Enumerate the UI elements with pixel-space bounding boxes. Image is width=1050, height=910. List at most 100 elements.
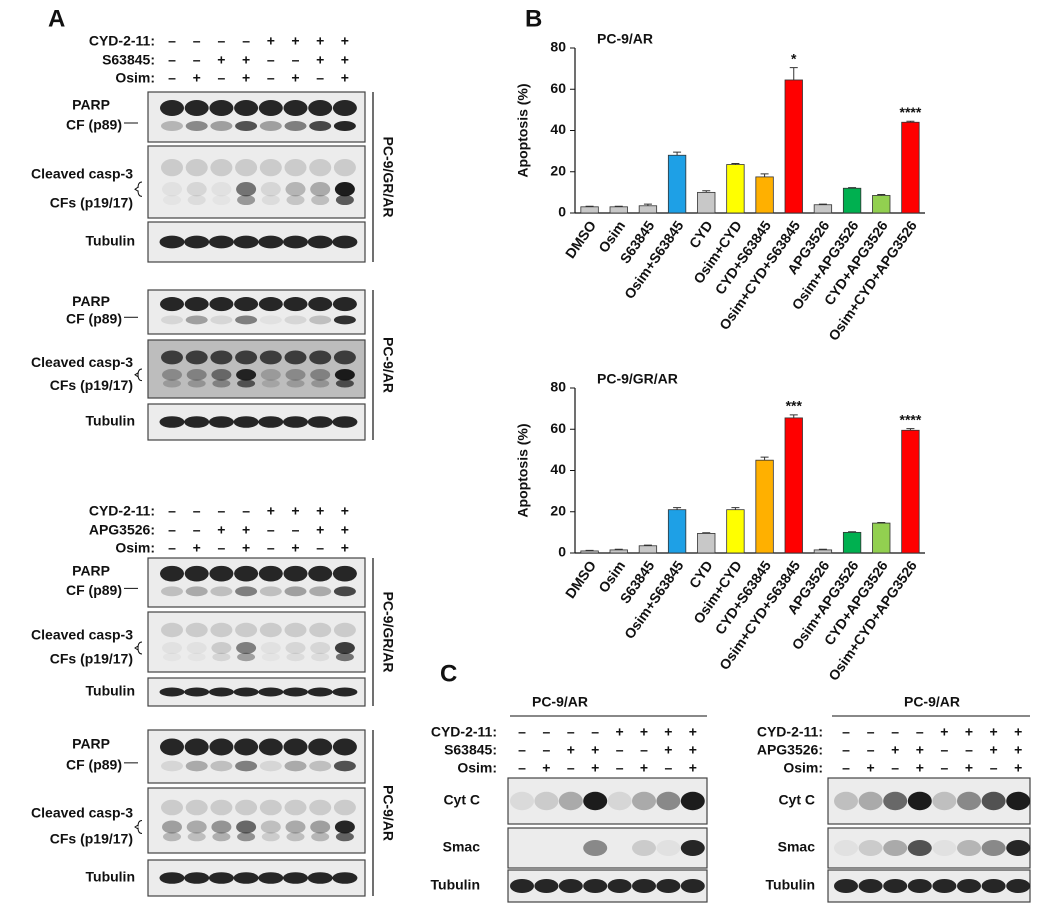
blot-band bbox=[284, 158, 307, 177]
treatment-sign: + bbox=[689, 724, 697, 740]
treatment-sign: + bbox=[242, 522, 250, 538]
treatment-sign: + bbox=[664, 724, 672, 740]
bar bbox=[813, 549, 833, 554]
blot-band bbox=[261, 194, 280, 206]
blot-band bbox=[335, 379, 354, 388]
blot-band bbox=[283, 565, 308, 582]
significance-label: * bbox=[791, 50, 797, 66]
treatment-label: Osim: bbox=[115, 540, 155, 556]
treatment-sign: – bbox=[518, 742, 526, 758]
error-bar bbox=[818, 548, 827, 550]
blot-band bbox=[283, 235, 308, 249]
blot-band bbox=[258, 297, 283, 312]
blot-band bbox=[334, 182, 355, 197]
blot-band bbox=[258, 416, 284, 428]
blot-band bbox=[211, 369, 232, 381]
treatment-sign: – bbox=[867, 742, 875, 758]
blot-band bbox=[208, 872, 234, 884]
blot-band bbox=[311, 379, 330, 388]
blot-band bbox=[262, 653, 280, 661]
treatment-label: S63845: bbox=[444, 742, 497, 758]
blot-band bbox=[234, 297, 259, 312]
treatment-sign: – bbox=[267, 522, 275, 538]
blot-band bbox=[161, 350, 183, 365]
blot-band bbox=[259, 350, 282, 365]
blot-band bbox=[1006, 840, 1031, 856]
treatment-sign: + bbox=[916, 742, 924, 758]
bar bbox=[901, 429, 920, 554]
bar bbox=[609, 206, 628, 214]
blot-band bbox=[332, 235, 358, 249]
blot-band bbox=[209, 565, 234, 582]
blot-box bbox=[507, 777, 708, 825]
treatment-sign: + bbox=[664, 742, 672, 758]
treatment-sign: + bbox=[242, 540, 250, 556]
panel-label: C bbox=[440, 660, 457, 687]
error-bar bbox=[789, 67, 798, 80]
blot-band bbox=[212, 195, 230, 205]
blot-band bbox=[932, 791, 957, 811]
blot-band bbox=[258, 687, 284, 697]
blot-band bbox=[161, 622, 183, 638]
blot-label: PARP bbox=[72, 293, 110, 309]
blot-label: PARP bbox=[72, 562, 110, 578]
blot-band bbox=[235, 158, 258, 177]
blot-label: CF (p89) bbox=[66, 757, 122, 773]
blot-band bbox=[308, 738, 333, 756]
error-bar bbox=[643, 203, 652, 206]
blot-band bbox=[210, 760, 233, 772]
treatment-sign: + bbox=[940, 724, 948, 740]
treatment-label: APG3526: bbox=[757, 742, 823, 758]
blot-label: Cleaved casp-3 bbox=[31, 166, 133, 182]
error-bar bbox=[848, 187, 857, 189]
blot-band bbox=[186, 182, 207, 197]
blot-band bbox=[333, 622, 356, 638]
blot-band bbox=[161, 799, 183, 816]
blot-band bbox=[285, 642, 306, 654]
blot-label: CF (p89) bbox=[66, 582, 122, 598]
treatment-sign: – bbox=[990, 760, 998, 776]
x-tick-label: DMSO bbox=[562, 558, 599, 602]
blot-band bbox=[236, 642, 257, 654]
treatment-sign: – bbox=[316, 540, 324, 556]
blot-band bbox=[258, 738, 283, 756]
blot-band bbox=[558, 791, 583, 811]
blot-band bbox=[163, 653, 181, 661]
blot-band bbox=[680, 878, 705, 894]
blot-band bbox=[309, 622, 332, 638]
treatment-sign: – bbox=[242, 33, 250, 49]
x-tick-label: DMSO bbox=[562, 218, 599, 262]
y-tick-label: 40 bbox=[550, 121, 566, 137]
y-tick-label: 20 bbox=[550, 162, 566, 178]
treatment-label: CYD-2-11: bbox=[431, 724, 497, 740]
error-bar bbox=[585, 205, 594, 207]
bar bbox=[580, 550, 599, 554]
blot-band bbox=[332, 100, 357, 116]
blot-band bbox=[208, 687, 234, 697]
blot-band bbox=[309, 121, 332, 131]
y-tick-label: 80 bbox=[550, 39, 566, 55]
blot-title: PC-9/AR bbox=[904, 694, 960, 710]
blot-band bbox=[162, 369, 182, 381]
blot-box bbox=[147, 91, 366, 143]
treatment-sign: – bbox=[518, 760, 526, 776]
bar bbox=[784, 79, 803, 214]
blot-band bbox=[510, 791, 534, 811]
blot-band bbox=[558, 878, 583, 894]
brace bbox=[134, 641, 143, 655]
blot-band bbox=[235, 315, 258, 325]
blot-band bbox=[258, 235, 284, 249]
treatment-sign: – bbox=[267, 540, 275, 556]
blot-band bbox=[188, 653, 206, 661]
blot-band bbox=[981, 878, 1006, 894]
panel-label: B bbox=[525, 5, 542, 32]
blot-label: CF (p89) bbox=[66, 311, 122, 327]
error-bar bbox=[877, 193, 886, 196]
bar bbox=[755, 459, 774, 554]
blot-band bbox=[185, 315, 208, 325]
treatment-sign: + bbox=[616, 724, 624, 740]
treatment-sign: + bbox=[291, 33, 299, 49]
blot-label: Cleaved casp-3 bbox=[31, 805, 133, 821]
blot-band bbox=[309, 760, 332, 772]
